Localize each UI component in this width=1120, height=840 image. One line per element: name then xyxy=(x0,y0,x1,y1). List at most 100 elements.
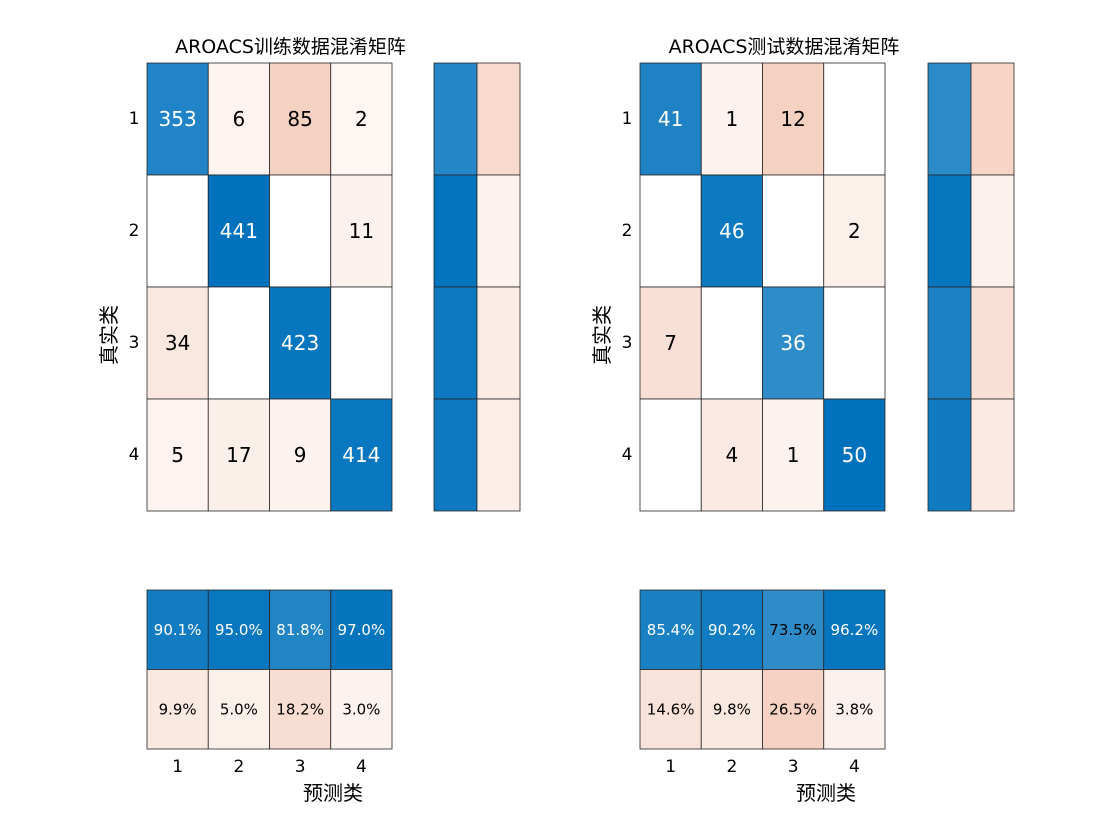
matrix-cell xyxy=(762,62,825,176)
matrix-cell xyxy=(207,286,270,400)
matrix-cell xyxy=(762,398,825,512)
matrix-cell xyxy=(207,398,270,512)
row-tick-label: 4 xyxy=(622,445,633,465)
row-summary-incorrect xyxy=(476,174,521,288)
matrix-cell xyxy=(330,286,393,400)
col-summary-incorrect-label: 3.0% xyxy=(342,700,380,718)
cell-value: 85 xyxy=(287,107,312,131)
matrix-cell xyxy=(207,174,270,288)
cell-value: 5 xyxy=(171,443,184,467)
matrix-cell xyxy=(823,174,886,288)
row-summary-incorrect xyxy=(970,398,1015,512)
col-summary-incorrect-label: 9.9% xyxy=(159,700,197,718)
cell-value: 1 xyxy=(726,107,739,131)
col-summary-incorrect xyxy=(269,669,332,750)
col-summary-correct xyxy=(207,589,270,670)
matrix-cell xyxy=(823,398,886,512)
matrix-cell xyxy=(330,174,393,288)
cell-value: 36 xyxy=(780,331,805,355)
col-summary-incorrect-label: 26.5% xyxy=(769,700,817,718)
matrix-cell xyxy=(146,62,209,176)
row-summary-correct xyxy=(927,62,972,176)
col-summary-incorrect-label: 18.2% xyxy=(276,700,324,718)
cell-value: 7 xyxy=(664,331,677,355)
matrix-cell xyxy=(700,398,763,512)
col-summary-correct-label: 90.1% xyxy=(154,621,202,639)
matrix-cell xyxy=(330,62,393,176)
matrix-cell xyxy=(146,398,209,512)
row-summary-correct xyxy=(433,174,478,288)
matrix-cell xyxy=(762,286,825,400)
cell-value: 41 xyxy=(658,107,683,131)
row-summary-correct xyxy=(433,398,478,512)
col-summary-correct-label: 81.8% xyxy=(276,621,324,639)
y-axis-label: 真实类 xyxy=(97,305,121,365)
cell-value: 12 xyxy=(780,107,805,131)
cell-value: 9 xyxy=(294,443,307,467)
col-summary-correct xyxy=(330,589,393,670)
col-summary-incorrect xyxy=(762,669,825,750)
row-tick-label: 4 xyxy=(129,445,140,465)
col-summary-correct-label: 73.5% xyxy=(769,621,817,639)
col-summary-incorrect-label: 5.0% xyxy=(220,700,258,718)
row-tick-label: 2 xyxy=(129,221,140,241)
col-summary-incorrect xyxy=(639,669,702,750)
row-tick-label: 3 xyxy=(622,333,633,353)
chart-title: AROACS测试数据混淆矩阵 xyxy=(669,36,900,58)
matrix-cell xyxy=(639,398,702,512)
matrix-cell xyxy=(639,174,702,288)
row-summary-correct xyxy=(927,174,972,288)
cell-value: 2 xyxy=(355,107,368,131)
y-axis-label: 真实类 xyxy=(590,305,614,365)
row-summary-correct xyxy=(433,286,478,400)
col-summary-correct-label: 85.4% xyxy=(647,621,695,639)
col-summary-incorrect-label: 14.6% xyxy=(647,700,695,718)
cell-value: 11 xyxy=(349,219,374,243)
row-tick-label: 1 xyxy=(622,109,633,129)
col-tick-label: 2 xyxy=(726,757,737,777)
col-summary-correct-label: 95.0% xyxy=(215,621,263,639)
col-summary-incorrect xyxy=(823,669,886,750)
x-axis-label: 预测类 xyxy=(796,781,856,805)
row-summary-correct xyxy=(927,286,972,400)
cell-value: 34 xyxy=(165,331,190,355)
cell-value: 423 xyxy=(281,331,319,355)
matrix-cell xyxy=(207,62,270,176)
matrix-cell xyxy=(823,62,886,176)
matrix-cell xyxy=(269,286,332,400)
matrix-cell xyxy=(700,62,763,176)
col-tick-label: 2 xyxy=(233,757,244,777)
x-axis-label: 预测类 xyxy=(303,781,363,805)
col-summary-incorrect-label: 9.8% xyxy=(713,700,751,718)
col-summary-correct xyxy=(269,589,332,670)
cell-value: 414 xyxy=(342,443,380,467)
col-tick-label: 3 xyxy=(788,757,799,777)
row-summary-incorrect xyxy=(970,174,1015,288)
matrix-cell xyxy=(639,62,702,176)
col-summary-incorrect-label: 3.8% xyxy=(835,700,873,718)
cell-value: 2 xyxy=(848,219,861,243)
col-tick-label: 1 xyxy=(172,757,183,777)
cell-value: 46 xyxy=(719,219,744,243)
row-tick-label: 1 xyxy=(129,109,140,129)
matrix-cell xyxy=(330,398,393,512)
matrix-cell xyxy=(700,286,763,400)
chart-title: AROACS训练数据混淆矩阵 xyxy=(175,36,406,58)
col-tick-label: 4 xyxy=(849,757,860,777)
col-summary-correct xyxy=(639,589,702,670)
row-summary-incorrect xyxy=(970,62,1015,176)
row-summary-incorrect xyxy=(970,286,1015,400)
cell-value: 17 xyxy=(226,443,251,467)
row-summary-incorrect xyxy=(476,62,521,176)
cell-value: 50 xyxy=(842,443,867,467)
col-tick-label: 4 xyxy=(356,757,367,777)
row-tick-label: 2 xyxy=(622,221,633,241)
matrix-cell xyxy=(269,174,332,288)
row-tick-label: 3 xyxy=(129,333,140,353)
row-summary-correct xyxy=(433,62,478,176)
row-summary-incorrect xyxy=(476,398,521,512)
matrix-cell xyxy=(762,174,825,288)
cell-value: 6 xyxy=(233,107,246,131)
col-summary-incorrect xyxy=(207,669,270,750)
